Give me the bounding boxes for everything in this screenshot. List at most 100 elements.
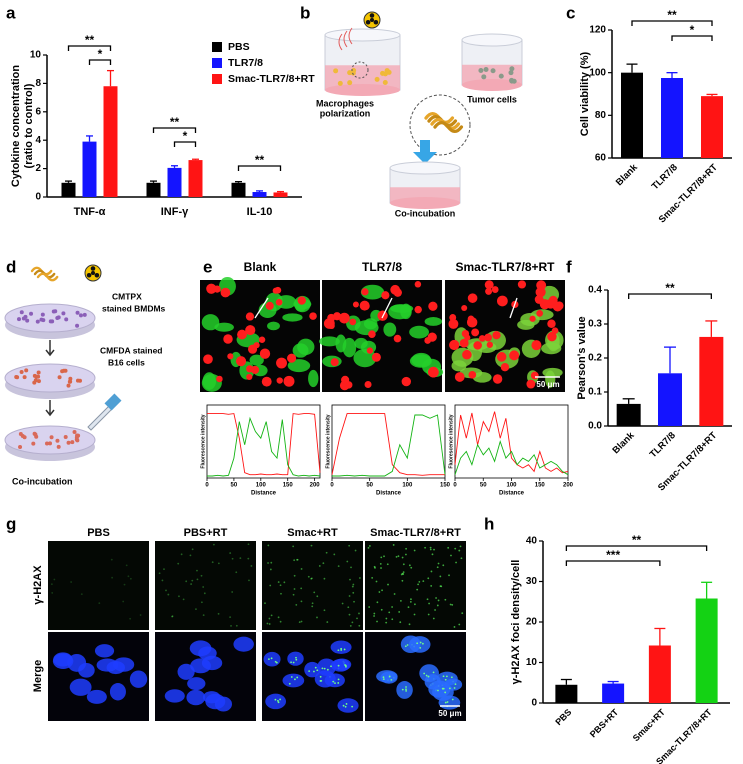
foci-dot xyxy=(316,616,318,619)
significance-label: * xyxy=(183,129,188,143)
radiation-core xyxy=(91,271,95,275)
foci-dot xyxy=(391,618,394,621)
foci-dot xyxy=(269,584,272,587)
red-cell xyxy=(227,353,234,360)
tumor-cell xyxy=(483,66,489,72)
foci-dot xyxy=(310,544,313,547)
y-tick-label: 60 xyxy=(595,153,607,164)
foci-dot xyxy=(316,595,319,598)
x-tick-label: 200 xyxy=(563,483,574,489)
red-cell xyxy=(297,296,306,305)
radiation-blade xyxy=(86,272,92,278)
cell-dot xyxy=(66,440,71,445)
foci-dot xyxy=(163,568,165,571)
y-tick-label: 100 xyxy=(589,67,606,78)
foci-dot xyxy=(337,682,340,684)
pipette-head xyxy=(104,393,122,411)
foci-dot xyxy=(430,585,433,587)
foci-dot xyxy=(419,646,422,649)
nucleus xyxy=(265,693,287,710)
error-bar xyxy=(706,93,718,97)
foci-dot xyxy=(203,592,206,595)
foci-dot xyxy=(178,595,180,598)
nucleus xyxy=(198,646,217,660)
y-tick-label: 10 xyxy=(30,50,42,61)
red-cell xyxy=(427,366,439,378)
y-axis-title: Pearson's value xyxy=(576,316,588,399)
significance-label: ** xyxy=(255,153,265,167)
cell-dot xyxy=(75,378,80,383)
x-tick-label: INF-γ xyxy=(161,206,189,218)
foci-dot xyxy=(196,569,198,572)
radiation-blade xyxy=(373,19,379,25)
foci-dot xyxy=(110,558,113,561)
foci-dot xyxy=(177,562,180,565)
foci-dot xyxy=(444,678,447,681)
bar xyxy=(146,182,161,197)
green-cell xyxy=(297,338,315,356)
foci-dot xyxy=(277,699,279,702)
tumor-cell xyxy=(481,74,487,80)
foci-dot xyxy=(436,566,439,569)
red-cell xyxy=(258,336,266,343)
cell-dot xyxy=(36,374,41,379)
red-cell xyxy=(534,295,544,304)
error-bar xyxy=(626,63,638,73)
cell-dot xyxy=(68,376,73,381)
error-bar xyxy=(150,180,157,183)
cell-dot xyxy=(36,379,41,384)
foci-dot xyxy=(416,588,419,591)
micrograph xyxy=(155,541,256,630)
red-cell xyxy=(547,331,557,342)
cell-dot xyxy=(48,319,53,324)
foci-dot xyxy=(321,667,324,670)
x-tick-label: 50 xyxy=(366,483,373,489)
foci-dot xyxy=(382,678,385,681)
nucleus xyxy=(52,653,74,669)
plot-frame xyxy=(454,404,569,479)
tumor-cell xyxy=(490,68,496,74)
foci-dot xyxy=(445,675,448,678)
green-cell xyxy=(249,354,264,366)
foci-dot xyxy=(341,602,344,605)
red-cell xyxy=(464,334,471,341)
foci-dot xyxy=(440,585,443,588)
foci-dot xyxy=(171,615,174,618)
dish-top xyxy=(4,425,96,455)
foci-dot xyxy=(337,649,340,652)
x-tick-label: 0 xyxy=(453,483,457,489)
significance-label: * xyxy=(98,47,103,61)
foci-dot xyxy=(437,562,440,565)
error-bar xyxy=(171,165,178,168)
red-cell xyxy=(449,339,460,351)
x-tick-label: 0 xyxy=(205,483,209,489)
foci-dot xyxy=(340,649,343,651)
cell-dot xyxy=(61,368,66,373)
foci-dot xyxy=(406,644,409,646)
foci-dot xyxy=(270,614,273,617)
red-cell xyxy=(206,283,217,294)
foci-dot xyxy=(182,598,185,601)
foci-dot xyxy=(127,575,130,578)
red-cell xyxy=(276,377,283,384)
profile-line xyxy=(207,416,321,477)
red-cell xyxy=(261,376,272,387)
green-cell xyxy=(282,313,303,322)
red-cell xyxy=(349,318,357,326)
tumor-cell xyxy=(508,70,514,76)
foci-dot xyxy=(50,583,53,586)
foci-dot xyxy=(450,676,453,679)
profile-line xyxy=(331,413,445,476)
red-cell xyxy=(551,327,559,334)
dish-top xyxy=(461,33,523,47)
dish-bottom xyxy=(325,84,400,96)
cell-dot xyxy=(78,313,83,318)
x-tick-label: 50 xyxy=(480,483,487,489)
foci-dot xyxy=(195,608,197,611)
bar xyxy=(167,167,182,197)
cell-dot xyxy=(15,375,20,380)
foci-dot xyxy=(454,547,457,550)
green-cell xyxy=(276,295,297,309)
y-axis-title: (ratio to control) xyxy=(23,83,35,168)
